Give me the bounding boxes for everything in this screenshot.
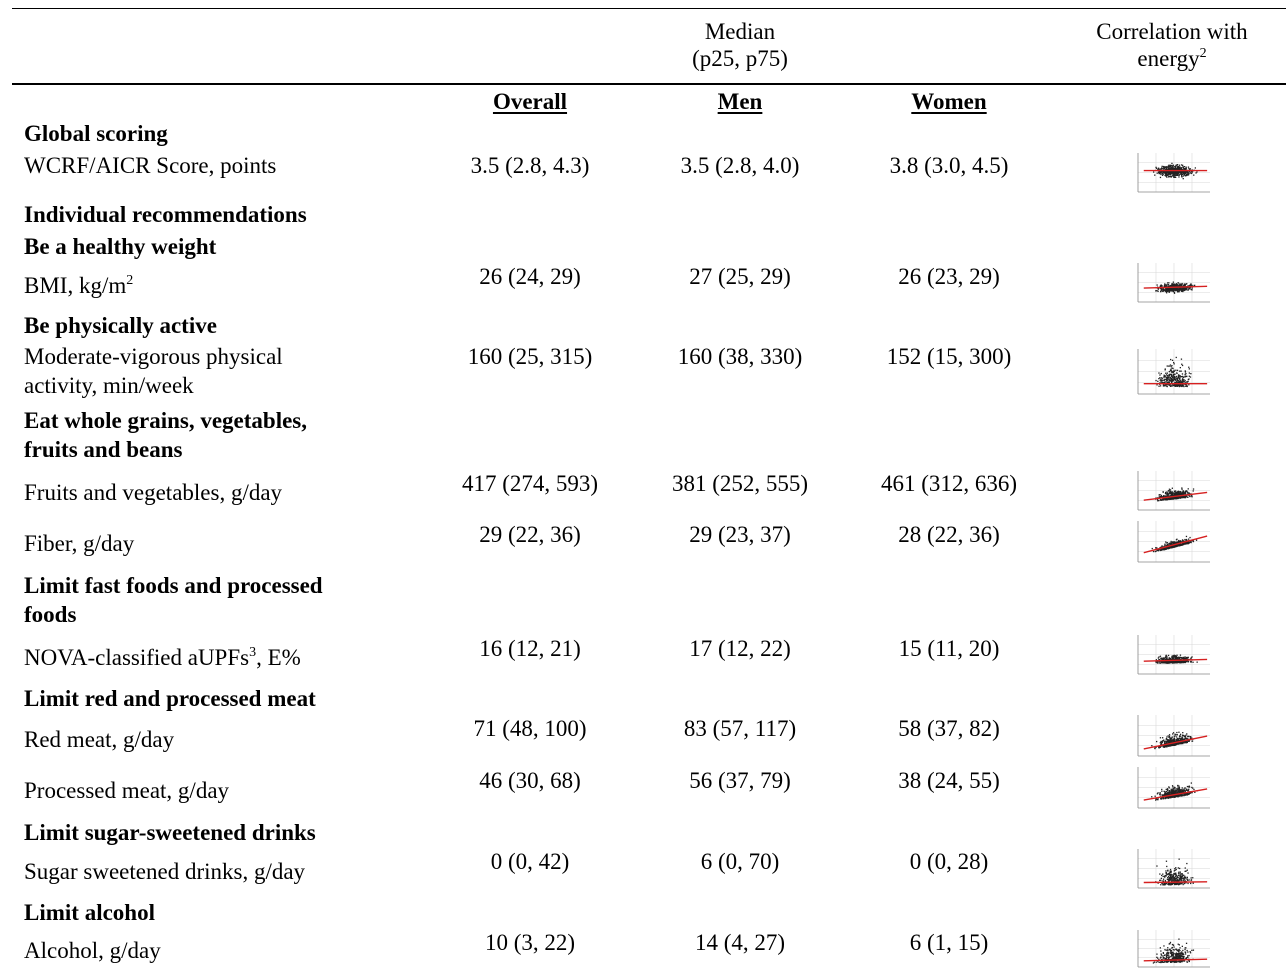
cell-fiber-men: 29 (23, 37) — [689, 522, 791, 547]
row-label-procmeat: Processed meat, g/day — [24, 778, 230, 803]
cell-mvpa-overall: 160 (25, 315) — [467, 344, 593, 369]
header-rule — [12, 83, 1286, 85]
cell-bmi-overall: 26 (24, 29) — [479, 264, 581, 289]
row-label-bmi: BMI, kg/m2 — [24, 273, 134, 298]
cell-alcohol-men: 14 (4, 27) — [694, 930, 786, 955]
scatter-thumbnail-wcrf — [1137, 153, 1210, 193]
scatter-thumbnail-fiber — [1137, 521, 1210, 563]
section-global-scoring: Global scoring — [24, 121, 168, 146]
thumbnail-grid — [1138, 471, 1210, 510]
section-physically-active: Be physically active — [24, 313, 217, 338]
top-rule — [12, 8, 1286, 9]
cell-mvpa-women: 152 (15, 300) — [886, 344, 1012, 369]
cell-wcrf-men: 3.5 (2.8, 4.0) — [680, 153, 800, 178]
thumbnail-fit-line — [1143, 735, 1208, 750]
thumbnail-grid — [1138, 635, 1210, 674]
thumbnail-fit-line — [1143, 788, 1208, 801]
col-overall-header: Overall — [492, 89, 568, 114]
median-header: Median (p25, p75) — [692, 19, 788, 71]
cell-mvpa-men: 160 (38, 330) — [677, 344, 803, 369]
section-sugar-drinks: Limit sugar-sweetened drinks — [24, 820, 316, 845]
thumbnail-grid — [1138, 715, 1210, 756]
scatter-thumbnail-ssb — [1137, 849, 1210, 889]
cell-fiber-women: 28 (22, 36) — [898, 522, 1000, 547]
scatter-thumbnail-fruitveg — [1137, 471, 1210, 511]
cell-fruitveg-overall: 417 (274, 593) — [461, 471, 599, 496]
cell-fruitveg-men: 381 (252, 555) — [671, 471, 809, 496]
cell-aupf-women: 15 (11, 20) — [898, 636, 1000, 661]
scatter-thumbnail-aupf — [1137, 635, 1210, 675]
cell-procmeat-women: 38 (24, 55) — [898, 768, 1000, 793]
cell-ssb-women: 0 (0, 28) — [909, 849, 989, 874]
cell-aupf-men: 17 (12, 22) — [689, 636, 791, 661]
cell-alcohol-women: 6 (1, 15) — [909, 930, 989, 955]
row-label-redmeat: Red meat, g/day — [24, 727, 175, 752]
thumbnail-fit-line — [1143, 881, 1208, 884]
thumbnail-fit-line — [1143, 958, 1208, 962]
thumbnail-points — [1155, 654, 1198, 664]
scatter-thumbnail-bmi — [1137, 263, 1210, 303]
cell-redmeat-men: 83 (57, 117) — [683, 716, 797, 741]
scatter-thumbnail-procmeat — [1137, 767, 1210, 809]
cell-redmeat-overall: 71 (48, 100) — [473, 716, 587, 741]
row-label-ssb: Sugar sweetened drinks, g/day — [24, 859, 306, 884]
section-red-meat: Limit red and processed meat — [24, 686, 316, 711]
cell-aupf-overall: 16 (12, 21) — [479, 636, 581, 661]
cell-bmi-women: 26 (23, 29) — [898, 264, 1000, 289]
cell-ssb-overall: 0 (0, 42) — [490, 849, 570, 874]
section-whole-grains: Eat whole grains, vegetables, fruits and… — [24, 408, 308, 462]
cell-bmi-men: 27 (25, 29) — [689, 264, 791, 289]
scatter-thumbnail-redmeat — [1137, 715, 1210, 757]
row-label-wcrf: WCRF/AICR Score, points — [24, 153, 277, 178]
cell-fiber-overall: 29 (22, 36) — [479, 522, 581, 547]
row-label-mvpa: Moderate-vigorous physical activity, min… — [24, 344, 283, 398]
cell-fruitveg-women: 461 (312, 636) — [880, 471, 1018, 496]
section-healthy-weight: Be a healthy weight — [24, 234, 217, 259]
thumbnail-grid — [1138, 521, 1210, 562]
col-men-header: Men — [717, 89, 763, 114]
scatter-thumbnail-alcohol — [1137, 930, 1210, 968]
section-individual-recommendations: Individual recommendations — [24, 202, 307, 227]
cell-ssb-men: 6 (0, 70) — [700, 849, 780, 874]
cell-wcrf-overall: 3.5 (2.8, 4.3) — [470, 153, 590, 178]
thumbnail-fit-line — [1143, 491, 1208, 501]
cell-wcrf-women: 3.8 (3.0, 4.5) — [889, 153, 1009, 178]
cell-procmeat-overall: 46 (30, 68) — [479, 768, 581, 793]
cell-procmeat-men: 56 (37, 79) — [689, 768, 791, 793]
section-fast-foods: Limit fast foods and processed foods — [24, 573, 323, 627]
row-label-fiber: Fiber, g/day — [24, 531, 135, 556]
col-women-header: Women — [911, 89, 987, 114]
row-label-fruitveg: Fruits and vegetables, g/day — [24, 480, 283, 505]
row-label-aupf: NOVA-classified aUPFs3, E% — [24, 645, 301, 670]
thumbnail-grid — [1138, 930, 1210, 967]
row-label-alcohol: Alcohol, g/day — [24, 938, 161, 963]
scatter-thumbnail-mvpa — [1137, 349, 1210, 395]
section-alcohol: Limit alcohol — [24, 900, 155, 925]
cell-alcohol-overall: 10 (3, 22) — [484, 930, 576, 955]
thumbnail-fit-line — [1143, 535, 1208, 554]
thumbnail-fit-line — [1143, 285, 1208, 289]
correlation-header: Correlation with energy2 — [1096, 19, 1248, 71]
cell-redmeat-women: 58 (37, 82) — [898, 716, 1000, 741]
thumbnail-fit-line — [1143, 658, 1208, 662]
